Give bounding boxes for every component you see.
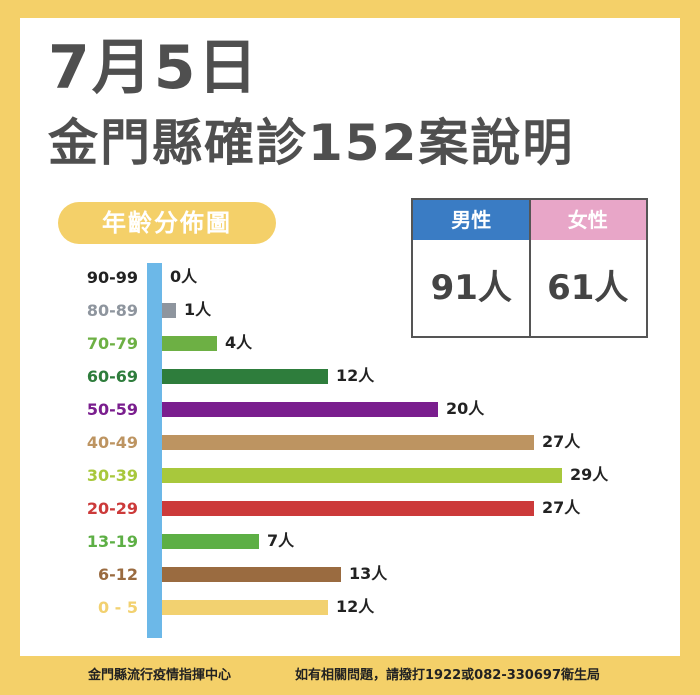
gender-table: 男性 女性 91人 61人 bbox=[411, 198, 648, 338]
category-label: 40-49 bbox=[86, 433, 138, 452]
gender-divider bbox=[528, 200, 531, 336]
value-label: 27人 bbox=[542, 432, 581, 451]
category-label: 13-19 bbox=[86, 532, 138, 551]
bar bbox=[162, 600, 328, 615]
headline-title: 金門縣確診152案說明 bbox=[48, 114, 575, 172]
value-label: 29人 bbox=[570, 465, 609, 484]
footer-org: 金門縣流行疫情指揮中心 bbox=[88, 668, 232, 683]
bar bbox=[162, 303, 176, 318]
male-count: 91人 bbox=[430, 268, 512, 308]
bar bbox=[162, 501, 534, 516]
value-label: 13人 bbox=[349, 564, 388, 583]
category-label: 20-29 bbox=[86, 499, 138, 518]
bar bbox=[162, 402, 438, 417]
female-header: 女性 bbox=[529, 200, 646, 240]
bar bbox=[162, 567, 341, 582]
bar bbox=[162, 336, 217, 351]
value-label: 0人 bbox=[170, 267, 198, 286]
category-label: 50-59 bbox=[86, 400, 138, 419]
category-label: 80-89 bbox=[86, 301, 138, 320]
female-count: 61人 bbox=[547, 268, 629, 308]
value-label: 27人 bbox=[542, 498, 581, 517]
category-label: 0 - 5 bbox=[97, 598, 138, 617]
male-header: 男性 bbox=[413, 200, 530, 240]
category-label: 60-69 bbox=[86, 367, 138, 386]
category-label: 30-39 bbox=[86, 466, 138, 485]
category-label: 6-12 bbox=[97, 565, 138, 584]
bar bbox=[162, 534, 259, 549]
value-label: 12人 bbox=[336, 366, 375, 385]
bar bbox=[162, 468, 562, 483]
category-label: 70-79 bbox=[86, 334, 138, 353]
footer-contact: 如有相關問題，請撥打1922或082-330697衛生局 bbox=[295, 668, 600, 683]
age-distribution-badge: 年齡分佈圖 bbox=[58, 202, 276, 244]
value-label: 12人 bbox=[336, 597, 375, 616]
chart-axis-bar bbox=[147, 263, 162, 638]
bar bbox=[162, 369, 328, 384]
bar bbox=[162, 435, 534, 450]
value-label: 20人 bbox=[446, 399, 485, 418]
date-title: 7月5日 bbox=[48, 33, 260, 103]
value-label: 4人 bbox=[225, 333, 253, 352]
value-label: 7人 bbox=[267, 531, 295, 550]
category-label: 90-99 bbox=[86, 268, 138, 287]
value-label: 1人 bbox=[184, 300, 212, 319]
